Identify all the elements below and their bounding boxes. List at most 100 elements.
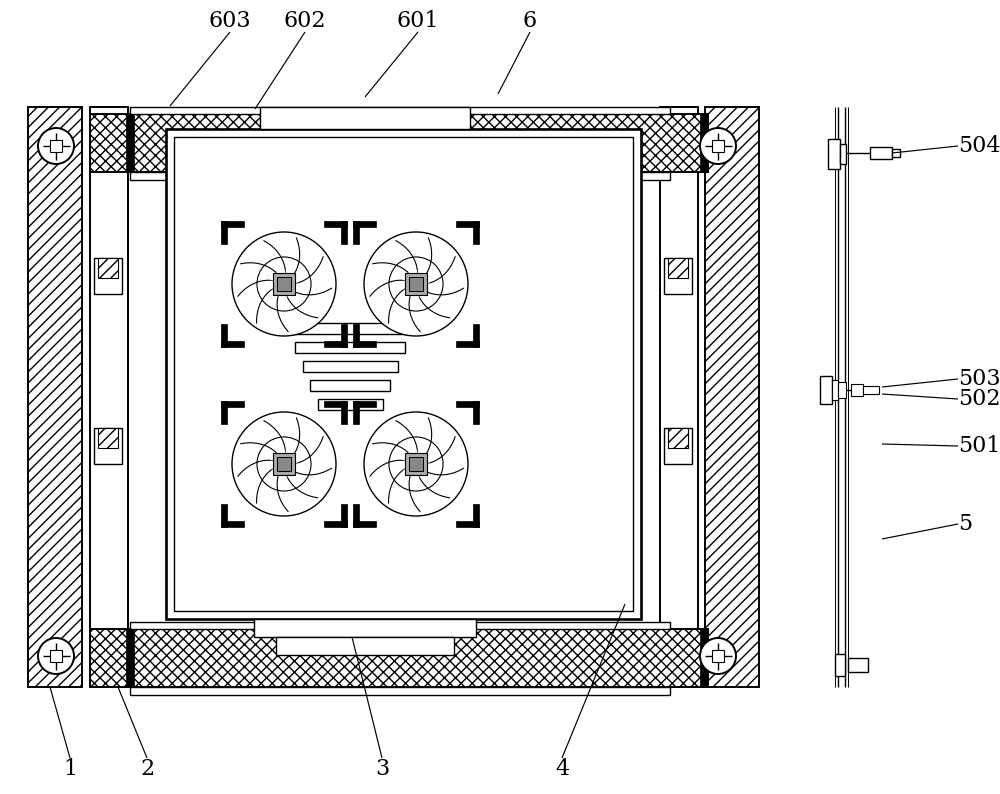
Bar [700,114,708,172]
Bar [166,129,641,619]
Bar [98,428,118,448]
Bar [221,341,244,348]
Text: 6: 6 [523,10,537,32]
Bar [50,141,62,152]
Bar [277,457,291,471]
Circle shape [389,437,443,491]
Bar [260,107,470,129]
Bar [324,341,347,348]
Bar [700,629,708,687]
Circle shape [364,412,468,516]
Bar [473,324,479,348]
Bar [341,400,347,424]
Circle shape [257,257,311,311]
Bar [705,107,759,687]
Bar [290,323,410,334]
Text: 3: 3 [375,758,389,780]
Bar [130,107,670,114]
Bar [668,258,688,278]
Bar [840,144,846,164]
Circle shape [232,232,336,336]
Bar [221,400,244,407]
Bar [456,341,479,348]
Bar [130,687,670,695]
Bar [851,384,863,396]
Bar [838,382,846,398]
Bar [668,428,688,448]
Bar [353,221,376,227]
Bar [324,521,347,527]
Bar [870,147,892,159]
Bar [324,221,347,227]
Bar [130,622,670,629]
Bar [130,172,670,180]
Circle shape [364,232,468,336]
Bar [90,114,708,172]
Bar [832,380,838,400]
Text: 602: 602 [284,10,326,32]
Bar [409,457,423,471]
Text: 503: 503 [958,368,1000,390]
Bar [353,400,376,407]
Text: 504: 504 [958,135,1000,157]
Bar [353,324,359,348]
Bar [221,400,227,424]
Bar [353,521,376,527]
Bar [664,428,692,464]
Bar [712,650,724,661]
Bar [273,272,295,295]
Text: 2: 2 [140,758,154,780]
Text: 4: 4 [555,758,569,780]
Bar [273,453,295,476]
Bar [456,521,479,527]
Bar [94,258,122,294]
Bar [664,258,692,294]
Circle shape [700,638,736,674]
Bar [341,504,347,527]
Circle shape [700,128,736,164]
Bar [254,619,476,637]
Bar [126,114,134,172]
Bar [174,137,633,611]
Bar [820,376,832,404]
Bar [473,504,479,527]
Bar [90,629,708,687]
Text: 1: 1 [63,758,77,780]
Bar [473,400,479,424]
Bar [353,221,359,244]
Bar [892,149,900,157]
Bar [50,650,62,661]
Circle shape [257,437,311,491]
Circle shape [389,257,443,311]
Bar [94,428,122,464]
Bar [276,637,454,655]
Circle shape [38,128,74,164]
Bar [310,380,390,391]
Bar [456,221,479,227]
Text: 601: 601 [397,10,439,32]
Bar [90,107,128,687]
Bar [98,258,118,278]
Bar [126,629,134,687]
Bar [277,277,291,291]
Bar [28,107,82,687]
Text: 502: 502 [958,388,1000,410]
Bar [456,400,479,407]
Bar [712,141,724,152]
Bar [341,324,347,348]
Bar [848,658,868,672]
Bar [318,399,382,410]
Bar [828,139,840,169]
Bar [221,504,227,527]
Circle shape [38,638,74,674]
Bar [863,386,879,394]
Bar [324,400,347,407]
Text: 501: 501 [958,435,1000,457]
Text: 603: 603 [209,10,251,32]
Bar [409,277,423,291]
Bar [221,221,244,227]
Bar [835,654,845,676]
Bar [341,221,347,244]
Bar [302,361,398,372]
Bar [221,324,227,348]
